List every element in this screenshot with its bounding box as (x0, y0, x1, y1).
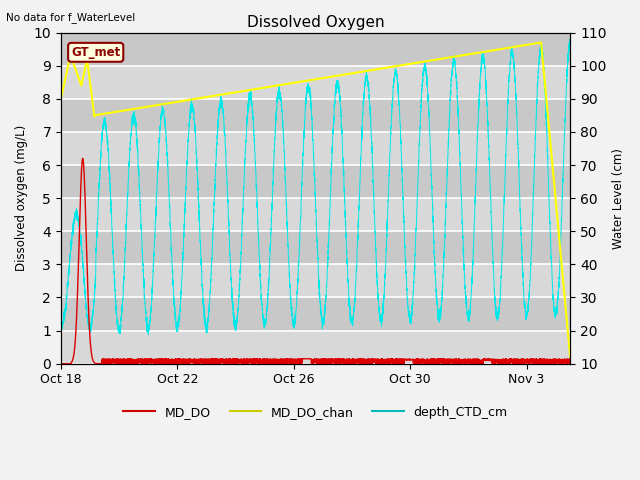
Bar (61, 231, 570, 264)
Bar (61, 331, 570, 364)
Bar (61, 33, 570, 66)
Text: No data for f_WaterLevel: No data for f_WaterLevel (6, 12, 136, 23)
Bar (61, 198, 570, 231)
Title: Dissolved Oxygen: Dissolved Oxygen (247, 15, 385, 30)
Bar (61, 264, 570, 298)
Text: GT_met: GT_met (71, 46, 120, 59)
Y-axis label: Dissolved oxygen (mg/L): Dissolved oxygen (mg/L) (15, 125, 28, 271)
Bar (61, 298, 570, 331)
Bar (61, 99, 570, 132)
Bar (61, 165, 570, 198)
Bar (61, 66, 570, 99)
Bar (61, 132, 570, 165)
Y-axis label: Water Level (cm): Water Level (cm) (612, 148, 625, 249)
Legend: MD_DO, MD_DO_chan, depth_CTD_cm: MD_DO, MD_DO_chan, depth_CTD_cm (118, 401, 513, 424)
